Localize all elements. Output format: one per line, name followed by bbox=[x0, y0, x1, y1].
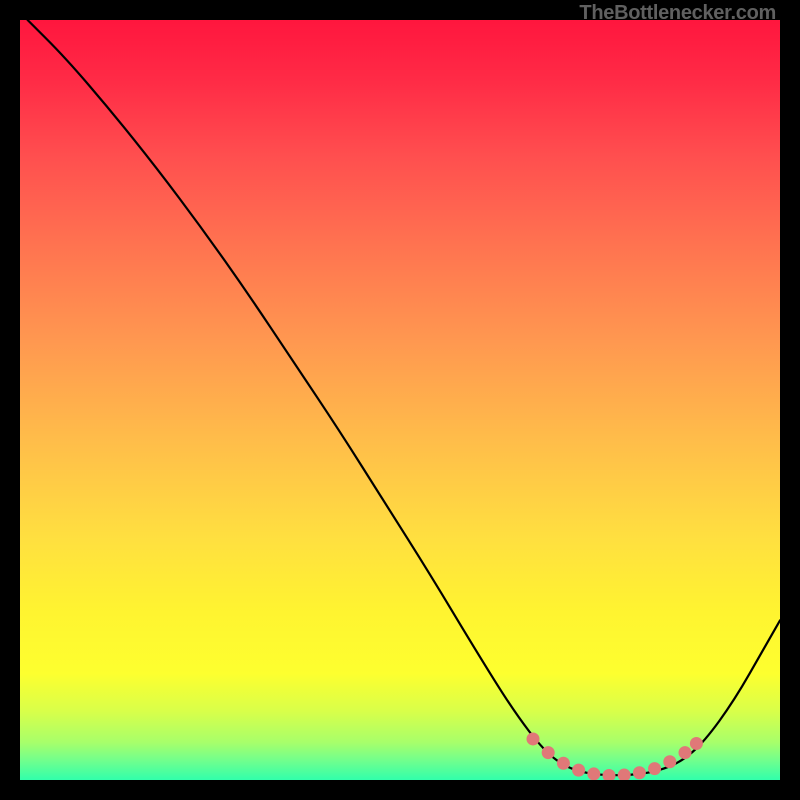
chart-container: TheBottlenecker.com bbox=[0, 0, 800, 800]
marker-point bbox=[648, 762, 661, 775]
marker-point bbox=[557, 757, 570, 770]
marker-point bbox=[603, 769, 616, 780]
marker-point bbox=[679, 746, 692, 759]
marker-point bbox=[587, 767, 600, 780]
marker-point bbox=[690, 737, 703, 750]
marker-point bbox=[633, 766, 646, 779]
marker-point bbox=[572, 764, 585, 777]
marker-point bbox=[663, 755, 676, 768]
marker-point bbox=[527, 732, 540, 745]
marker-point bbox=[542, 746, 555, 759]
markers-layer bbox=[20, 20, 780, 780]
marker-point bbox=[618, 769, 631, 780]
plot-area bbox=[20, 20, 780, 780]
watermark-text: TheBottlenecker.com bbox=[579, 2, 776, 25]
optimum-markers bbox=[527, 732, 703, 780]
